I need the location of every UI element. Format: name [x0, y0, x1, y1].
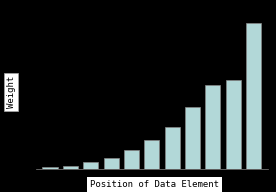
Bar	[104, 158, 119, 169]
Bar	[185, 107, 200, 169]
Bar	[43, 167, 58, 169]
Bar	[246, 23, 261, 169]
Bar	[83, 162, 99, 169]
Bar	[124, 150, 139, 169]
Bar	[63, 166, 78, 169]
Text: Position of Data Element: Position of Data Element	[90, 180, 219, 189]
Bar	[225, 80, 241, 169]
Bar	[205, 85, 221, 169]
Bar	[144, 140, 160, 169]
Text: Weight: Weight	[7, 76, 15, 108]
Bar	[164, 127, 180, 169]
